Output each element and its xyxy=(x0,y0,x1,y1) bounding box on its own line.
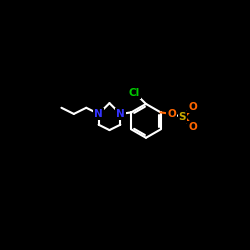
Text: O: O xyxy=(188,122,197,132)
Text: O: O xyxy=(188,102,197,112)
Text: Cl: Cl xyxy=(129,88,140,98)
Text: O: O xyxy=(167,109,176,119)
Text: N: N xyxy=(94,109,103,119)
Text: S: S xyxy=(179,112,186,122)
Text: N: N xyxy=(116,109,125,119)
